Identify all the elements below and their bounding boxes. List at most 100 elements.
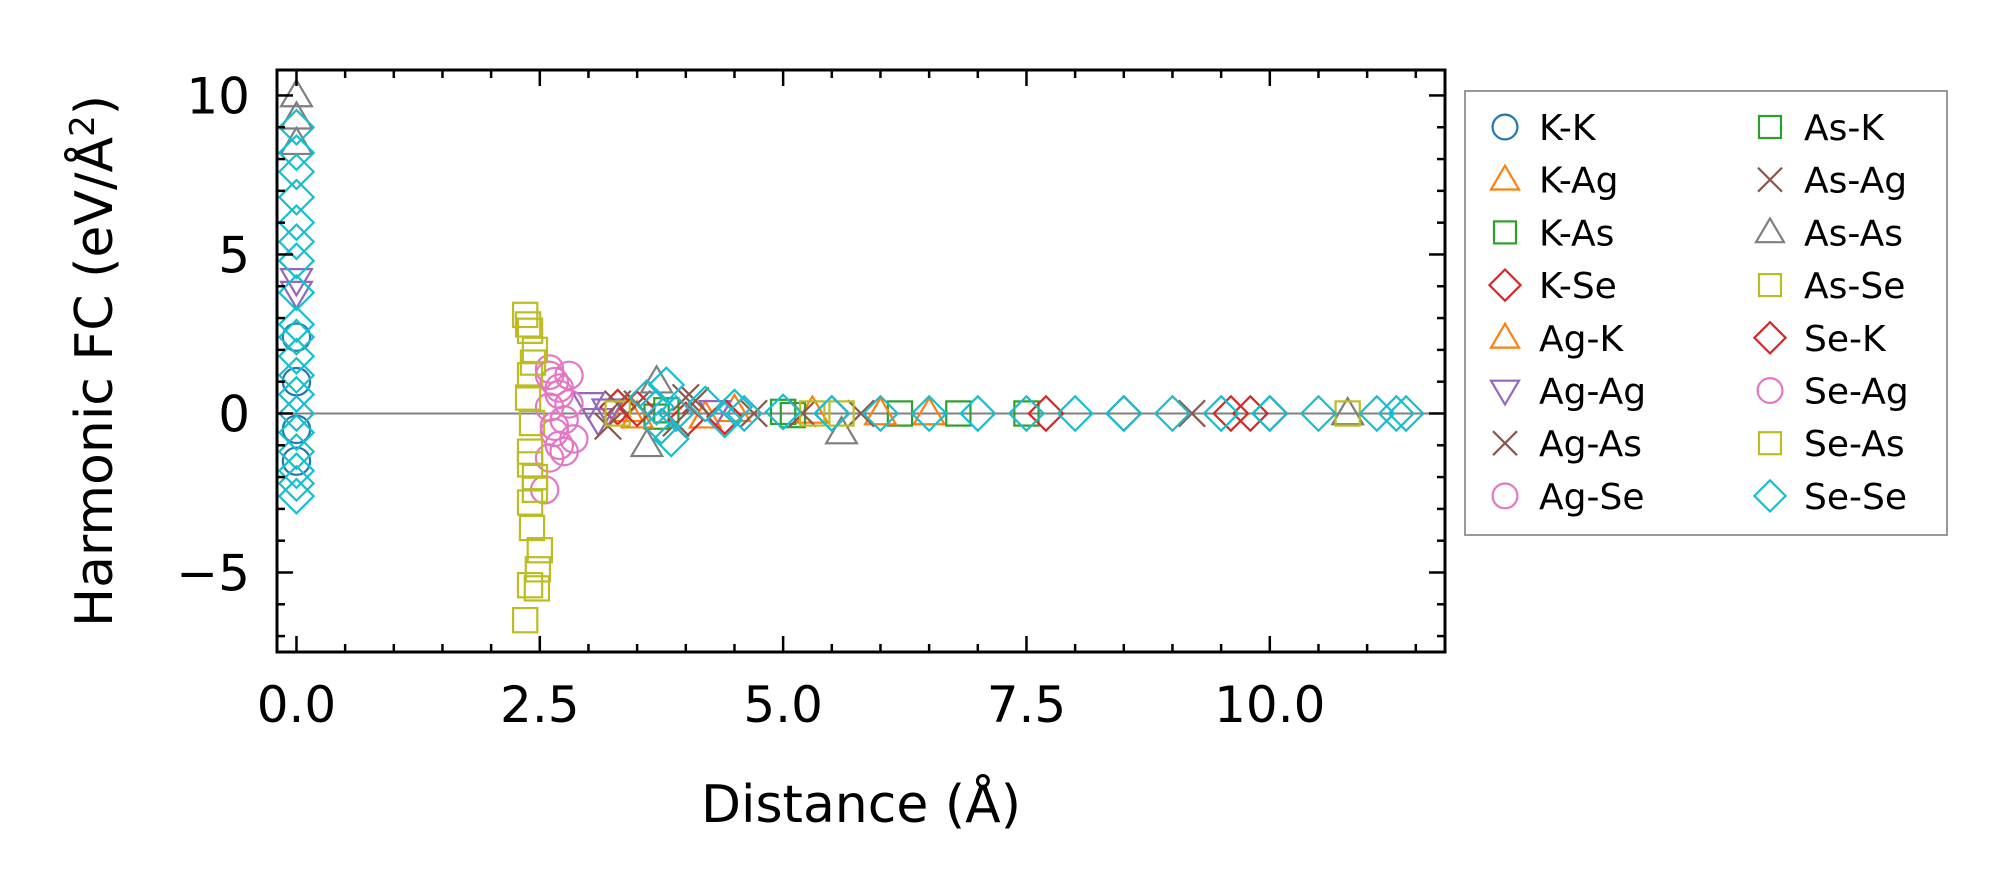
y-axis-label-main: Harmonic FC (eV/Å — [63, 136, 125, 627]
legend-marker-Se-Se — [1752, 478, 1788, 514]
point-K-K-3 — [281, 446, 312, 476]
x-tick-label: 5.0 — [743, 676, 823, 734]
point-Se-As-3 — [521, 476, 549, 504]
point-Ag-As-3 — [739, 399, 768, 428]
point-Se-Se-3 — [277, 178, 316, 216]
y-tick-label: −5 — [176, 544, 250, 602]
legend-marker-K-Ag — [1489, 163, 1521, 191]
legend: K-K K-Ag K-As K-Se Ag-K Ag-Ag Ag-As Ag-Se As-K As… — [1464, 90, 1948, 536]
point-Se-Se-15 — [277, 432, 316, 471]
point-Ag-K-2 — [863, 395, 898, 426]
series-Se-Ag — [534, 360, 584, 467]
point-Se-Se-1 — [277, 133, 316, 172]
plot-background — [277, 70, 1445, 652]
point-K-As-1 — [769, 398, 797, 426]
point-Se-Se-27 — [715, 388, 754, 426]
legend-marker-Se-Ag — [1756, 377, 1784, 405]
legend-label: K-Ag — [1539, 161, 1619, 202]
point-Se-Se-14 — [277, 413, 316, 452]
legend-marker-Ag-As — [1492, 430, 1518, 456]
point-As-As-6 — [1330, 395, 1365, 426]
legend-label: K-K — [1539, 108, 1597, 149]
point-Se-Se-39 — [1251, 394, 1289, 433]
point-Se-Se-16 — [277, 452, 316, 490]
point-K-Ag-3 — [911, 395, 947, 426]
point-Se-Se-34 — [1007, 394, 1046, 433]
y-axis-label-end: ) — [65, 95, 125, 115]
point-Se-Se-22 — [652, 420, 690, 458]
point-Se-Se-10 — [277, 337, 316, 375]
point-Se-Ag-3 — [549, 436, 579, 467]
legend-marker-K-As — [1492, 220, 1518, 245]
point-Se-As-1 — [519, 349, 547, 376]
legend-frame — [1464, 90, 1948, 536]
point-Ag-Ag-5 — [697, 400, 733, 430]
point-Se-K-3 — [1231, 394, 1270, 433]
point-Se-Se-40 — [1299, 394, 1338, 433]
point-Se-Se-23 — [637, 388, 676, 426]
legend-item-As-Ag: As-Ag — [1757, 161, 1907, 202]
point-As-Se-0 — [511, 301, 539, 329]
point-Ag-As-4 — [847, 399, 875, 428]
y-tick-labels: −5 0 5 10 — [176, 67, 250, 602]
point-As-Se-13 — [511, 606, 539, 634]
legend-marker-Se-K — [1752, 320, 1788, 355]
legend-label: As-K — [1804, 108, 1885, 149]
point-Se-Se-32 — [910, 394, 948, 433]
data-marks — [277, 77, 1425, 634]
legend-label: K-Se — [1539, 266, 1617, 307]
point-Se-Se-7 — [277, 273, 316, 312]
point-Se-Se-17 — [277, 464, 316, 503]
point-As-Se-12 — [523, 575, 551, 602]
point-Se-Se-29 — [764, 393, 802, 431]
point-Se-As-2 — [516, 451, 544, 478]
legend-marker-As-K — [1757, 114, 1783, 140]
point-Se-Se-35 — [1056, 394, 1094, 433]
point-As-Se-15 — [604, 400, 631, 427]
legend-label: Ag-Se — [1539, 477, 1644, 518]
point-Se-Ag-1 — [544, 373, 575, 403]
point-Se-Se-4 — [277, 203, 316, 242]
legend-item-Se-As: Se-As — [1757, 424, 1905, 465]
point-As-Se-10 — [526, 537, 554, 564]
point-Se-Se-12 — [277, 375, 316, 414]
legend-item-Ag-Ag: Ag-Ag — [1489, 372, 1646, 413]
point-As-As-4 — [629, 427, 665, 458]
legend-item-As-K: As-K — [1757, 108, 1885, 149]
legend-label: Ag-As — [1539, 424, 1642, 465]
legend-item-Ag-As: Ag-As — [1492, 424, 1642, 465]
point-Se-Se-18 — [277, 477, 316, 515]
legend-item-As-Se: As-Se — [1757, 266, 1905, 307]
series-As-Ag — [603, 383, 817, 437]
series-Se-Se — [277, 108, 1425, 515]
y-tick-label: 5 — [218, 226, 250, 284]
legend-label: Ag-Ag — [1539, 372, 1646, 413]
legend-marker-Ag-Se — [1491, 482, 1519, 510]
point-As-Se-9 — [518, 514, 546, 542]
point-Se-Se-41 — [1358, 394, 1396, 433]
point-As-Se-4 — [514, 384, 542, 411]
point-As-As-5 — [824, 414, 859, 445]
legend-item-Se-Se: Se-Se — [1752, 477, 1907, 518]
series-Se-K — [618, 389, 1270, 436]
point-Se-Se-36 — [1105, 394, 1143, 433]
series-As-As — [279, 77, 1365, 458]
y-axis-label: Harmonic FC (eV/Å2) — [63, 95, 125, 627]
legend-item-Se-Ag: Se-Ag — [1756, 372, 1909, 413]
point-Ag-Se-0 — [534, 354, 565, 384]
x-axis-label: Distance (Å) — [701, 773, 1021, 835]
point-Se-K-2 — [1027, 394, 1065, 433]
legend-marker-Se-As — [1757, 431, 1783, 456]
point-Se-Se-11 — [277, 356, 316, 395]
point-Se-Se-26 — [706, 401, 744, 439]
y-tick-label: 10 — [186, 67, 250, 125]
point-K-K-0 — [281, 322, 312, 352]
point-Ag-Se-7 — [534, 443, 565, 473]
point-Se-Se-33 — [959, 394, 997, 433]
point-Se-Se-0 — [277, 108, 316, 146]
point-Se-Se-8 — [277, 305, 316, 344]
legend-label: Ag-K — [1539, 319, 1624, 360]
legend-marker-As-As — [1754, 216, 1786, 244]
legend-label: As-As — [1804, 213, 1903, 254]
point-Se-Se-28 — [725, 394, 763, 433]
